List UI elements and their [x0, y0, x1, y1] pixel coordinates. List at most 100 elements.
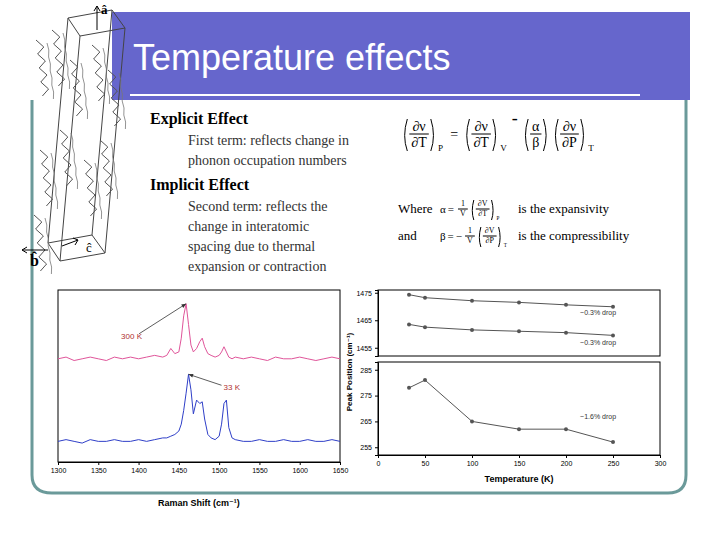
- tick: 300: [655, 455, 667, 467]
- parenthesis: [492, 200, 494, 220]
- numerator: ∂ν: [563, 119, 576, 134]
- denominator: ∂P: [486, 236, 495, 245]
- tick-label: 1350: [91, 467, 107, 474]
- molecule: [100, 140, 113, 196]
- section-line: change in interatomic: [188, 219, 309, 234]
- numerator: 1: [468, 226, 472, 235]
- tick: 150: [514, 455, 526, 467]
- molecule: [92, 45, 105, 101]
- section-heading: Explicit Effect: [150, 110, 249, 128]
- equation: ∂ν∂TP=∂ν∂TV-αβ∂ν∂PT: [405, 108, 594, 153]
- tick-label: 1400: [131, 467, 147, 474]
- tick-mark: [375, 370, 378, 371]
- axis-line: [375, 291, 379, 357]
- cell-edge: [112, 10, 125, 28]
- marker: [470, 299, 474, 303]
- operator: =: [450, 127, 458, 142]
- chart: 13001350140014501500155016001650Raman Sh…: [51, 290, 349, 508]
- cell-edge: [92, 235, 105, 253]
- x-axis: 050100150200250300: [377, 455, 667, 467]
- tick: 0: [377, 455, 381, 467]
- tick-mark: [375, 348, 378, 349]
- section-line: expansion or contraction: [188, 259, 326, 274]
- tick-mark: [566, 455, 567, 458]
- annotation-arrow: [139, 304, 186, 334]
- molecule: [47, 43, 54, 99]
- denominator: V: [460, 209, 466, 218]
- operator: =: [448, 230, 454, 242]
- molecule: [71, 133, 78, 189]
- tick: 1300: [51, 462, 67, 474]
- marker: [611, 440, 615, 444]
- molecule: [103, 48, 110, 104]
- molecule: [36, 40, 49, 96]
- tick: 255: [360, 444, 378, 451]
- operator: -: [512, 108, 518, 128]
- tick-mark: [300, 462, 301, 465]
- tick: 1465: [356, 317, 378, 324]
- marker: [407, 293, 411, 297]
- tick-label: 200: [561, 460, 573, 467]
- marker: [517, 300, 521, 304]
- operator: =: [448, 203, 454, 215]
- molecule: [70, 60, 83, 116]
- denominator: ∂T: [473, 135, 489, 150]
- axis-label: â: [101, 2, 108, 17]
- marker: [470, 328, 474, 332]
- y-axis: 145514651475: [356, 289, 378, 356]
- x-axis: 13001350140014501500155016001650: [51, 462, 349, 474]
- numerator: α: [532, 119, 540, 134]
- parenthesis: [472, 200, 474, 220]
- parenthesis: [405, 119, 408, 151]
- cell-edge: [92, 10, 112, 235]
- subscript: P: [438, 143, 443, 153]
- tick-label: 275: [360, 392, 372, 399]
- tick: 1455: [356, 344, 378, 351]
- parenthesis: [543, 119, 546, 151]
- tick-label: 250: [608, 460, 620, 467]
- definition: Whereα=1V∂V∂TPis the expansivity: [398, 199, 609, 221]
- molecule: [81, 63, 88, 119]
- tick: 1650: [333, 462, 349, 474]
- molecule: [95, 163, 102, 219]
- symbol: α: [440, 203, 446, 215]
- fraction-bar: [465, 236, 475, 237]
- definition-text: is the compressibility: [518, 228, 630, 243]
- tick-mark: [375, 293, 378, 294]
- tick-label: 100: [467, 460, 479, 467]
- axis-line: [375, 363, 379, 456]
- parenthesis: [493, 119, 496, 151]
- y-axis-title: Peak Position (cm⁻¹): [345, 332, 354, 411]
- axis-label: ĉ: [86, 240, 92, 255]
- tick-label: 1550: [252, 467, 268, 474]
- series-line: [409, 324, 613, 335]
- marker: [423, 378, 427, 382]
- tick-mark: [375, 421, 378, 422]
- tick: 285: [360, 366, 378, 373]
- cell-edge: [60, 253, 105, 261]
- marker: [564, 427, 568, 431]
- fraction-bar: [409, 134, 428, 135]
- series-line: [409, 295, 613, 307]
- denominator: V: [467, 236, 473, 245]
- definition-text: is the expansivity: [518, 201, 609, 216]
- fraction-bar: [471, 134, 490, 135]
- tick-label: 1300: [51, 467, 67, 474]
- tick-mark: [219, 462, 220, 465]
- parenthesis: [499, 227, 501, 247]
- axis-line: [59, 463, 341, 466]
- tick: 265: [360, 418, 378, 425]
- denominator: ∂P: [562, 135, 577, 150]
- series-line: [58, 374, 340, 443]
- tick-label: 1500: [212, 467, 228, 474]
- section-line: spacing due to thermal: [188, 239, 315, 254]
- section-line: Second term: reflects the: [188, 199, 328, 214]
- tick-mark: [375, 320, 378, 321]
- tick-label: 150: [514, 460, 526, 467]
- tick: 1450: [172, 462, 188, 474]
- tick-mark: [259, 462, 260, 465]
- section-line: First term: reflects change in: [188, 133, 349, 148]
- cell-edge: [105, 28, 125, 253]
- tick-mark: [472, 455, 473, 458]
- slide-title: Temperature effects: [133, 37, 451, 78]
